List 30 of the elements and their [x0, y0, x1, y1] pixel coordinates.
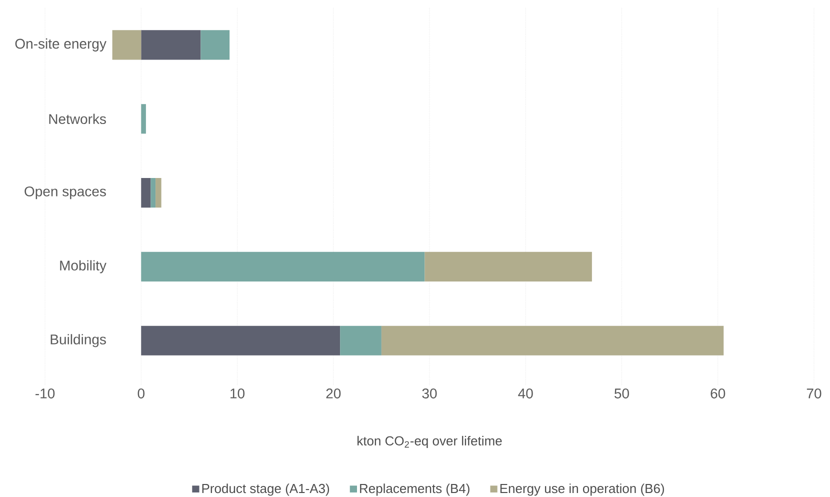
x-tick-label: 60 — [710, 388, 726, 398]
x-axis-title: kton CO$_{2}$-eq over lifetime — [358, 436, 502, 448]
x-tick-label: 30 — [422, 388, 437, 398]
bar — [200, 30, 230, 60]
bar — [150, 178, 156, 208]
bar — [141, 252, 425, 282]
bar — [141, 326, 340, 356]
legend-label: Energy use in operation (B6) — [500, 484, 664, 496]
legend-label: Product stage (A1-A3) — [202, 484, 330, 496]
x-tick-label: -10 — [36, 388, 55, 398]
y-tick-label: Buildings — [50, 334, 106, 348]
y-tick-label: Mobility — [60, 260, 106, 274]
bar — [424, 252, 592, 282]
x-tick-label: 10 — [230, 388, 244, 398]
bar — [381, 326, 724, 356]
bar — [112, 30, 142, 60]
bar — [141, 178, 151, 208]
x-tick-label: 0 — [138, 388, 144, 398]
x-tick-label: 40 — [518, 388, 533, 398]
x-tick-label: 50 — [614, 388, 629, 398]
bar — [156, 178, 162, 208]
bar — [340, 326, 382, 356]
y-tick-label: Networks — [49, 114, 106, 124]
y-tick-label: On-site energy — [15, 38, 106, 52]
bar — [141, 104, 146, 134]
y-tick-label: Open spaces — [24, 186, 106, 200]
legend-label: Replacements (B4) — [360, 484, 470, 496]
x-tick-label: 70 — [806, 388, 822, 398]
bar — [141, 30, 201, 60]
x-tick-label: 20 — [326, 388, 341, 398]
